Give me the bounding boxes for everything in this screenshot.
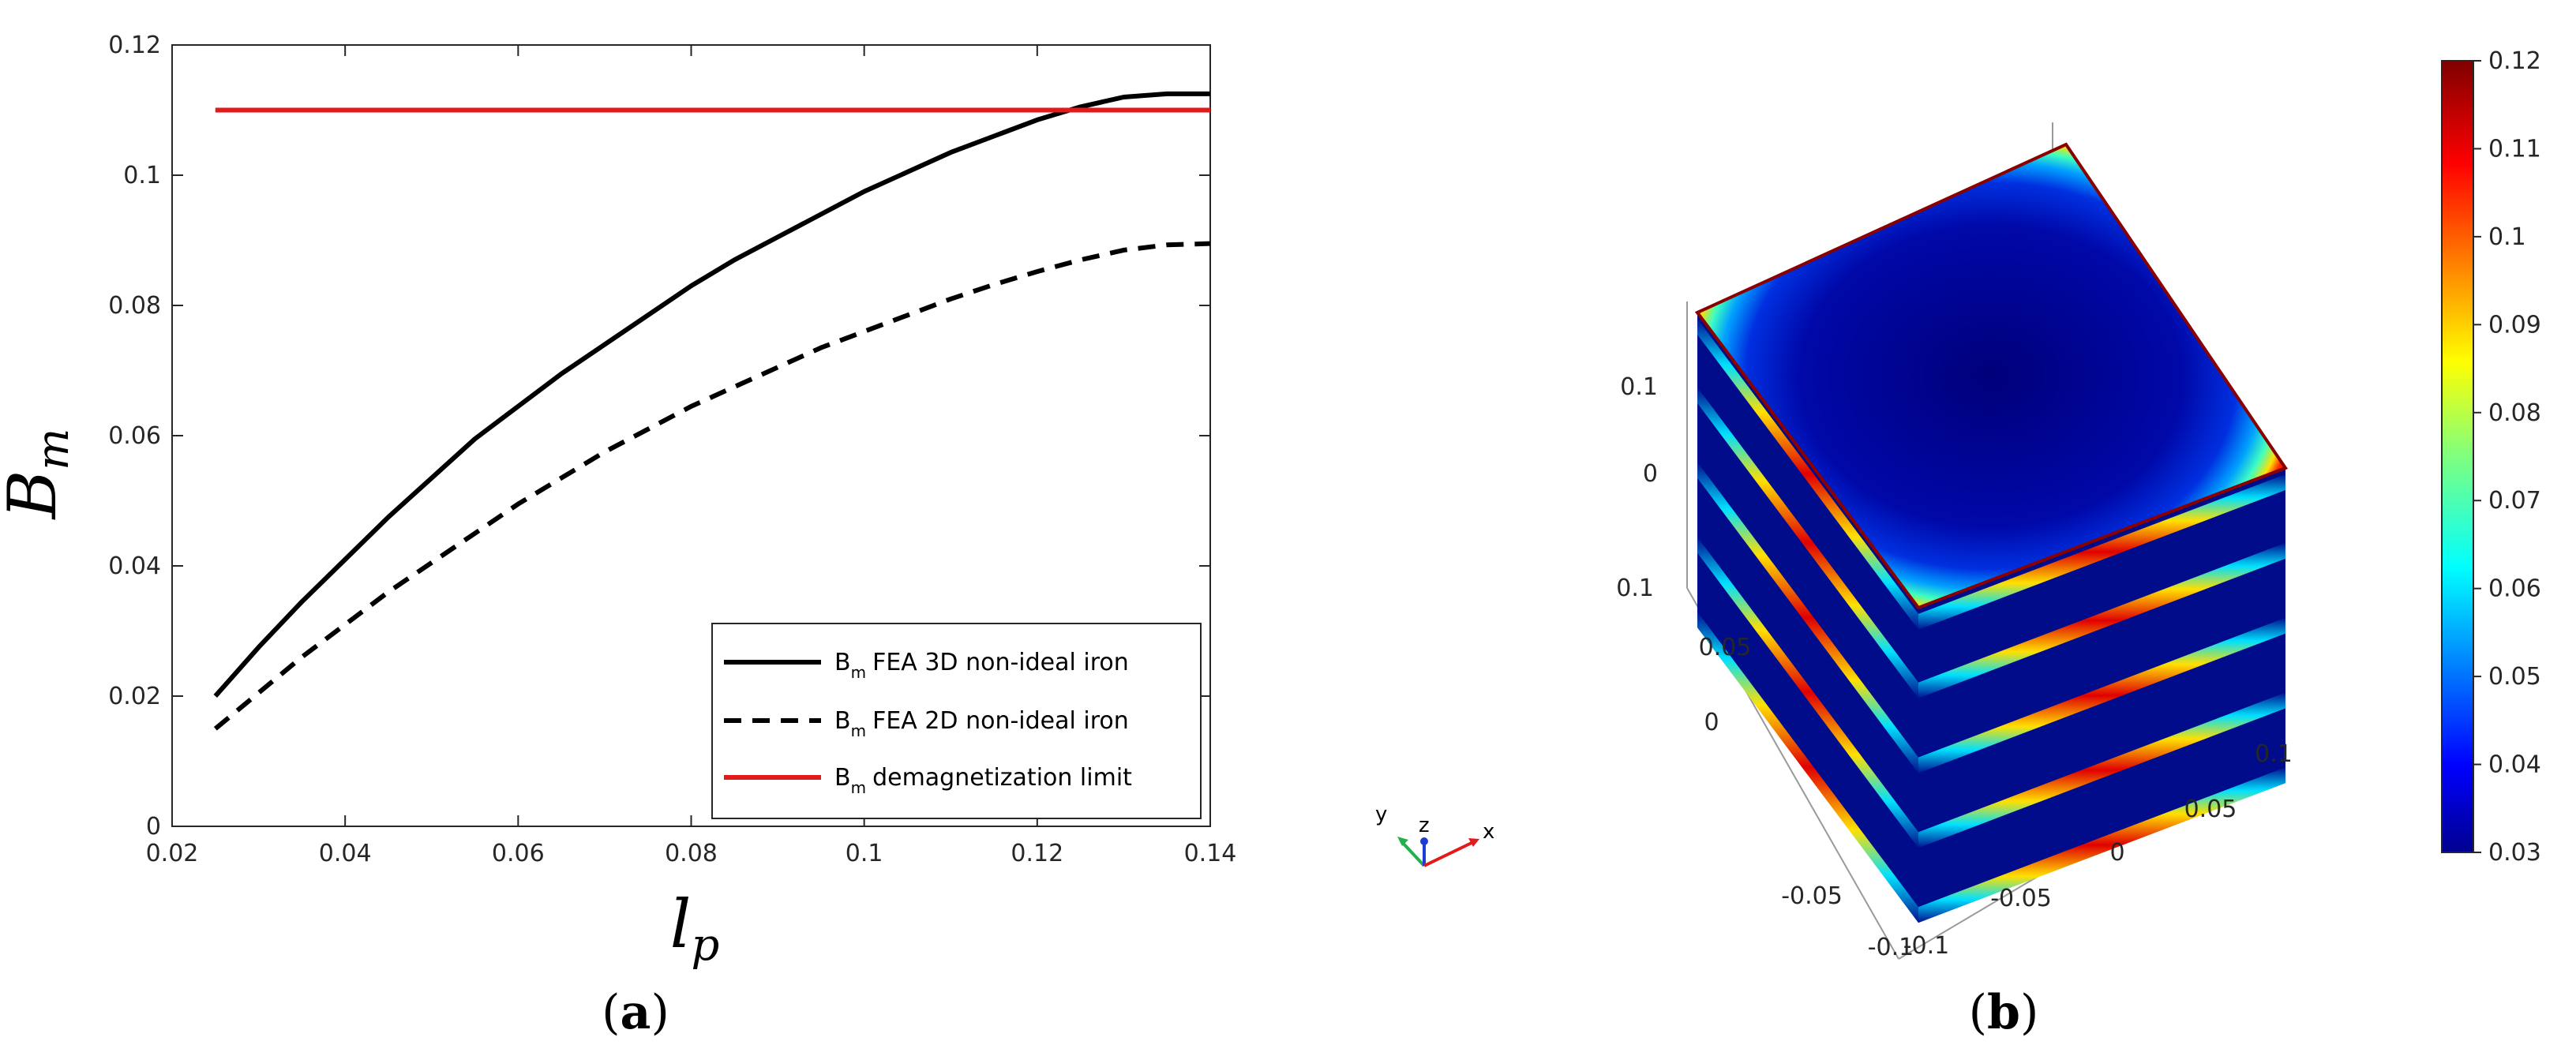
left-stripe (1697, 462, 1918, 773)
colorbar-tick-label: 0.1 (2488, 223, 2526, 251)
y-tick-label-3d: -0.05 (1781, 882, 1843, 910)
cube-left-face (1697, 313, 1918, 923)
caption-a: (a) (602, 985, 669, 1040)
x-tick-label: 0.06 (492, 840, 545, 867)
legend-item: Bm demagnetization limit (724, 764, 1132, 797)
triad-x-arrowhead (1468, 838, 1479, 847)
y-tick-label: 0 (146, 813, 161, 841)
right-face-stripes (1918, 474, 2285, 923)
y-tick-label-3d: 0.05 (1699, 634, 1752, 661)
z-tick-label: 0.1 (1620, 373, 1658, 401)
z-axis-ticks: 0.1 0 0.1 (1616, 373, 1658, 602)
legend-item: Bm FEA 3D non-ideal iron (724, 649, 1129, 682)
left-stripe (1697, 612, 1918, 923)
colorbar-tick-label: 0.12 (2488, 47, 2541, 75)
x-tick-label-3d: -0.1 (1903, 932, 1950, 960)
x-tick-label: 0.08 (665, 840, 718, 867)
left-face-stripes (1697, 318, 1918, 923)
left-stripe (1697, 318, 1918, 630)
x-tick-label-3d: 0 (2109, 839, 2124, 867)
y-tick-label-3d: 0 (1704, 709, 1719, 736)
right-stripe (1918, 617, 2285, 773)
y-tick-label: 0.02 (108, 683, 161, 710)
legend: Bm FEA 3D non-ideal iron Bm FEA 2D non-ide… (711, 623, 1202, 819)
legend-label-limit: Bm demagnetization limit (834, 764, 1132, 797)
x-tick-label: 0.14 (1184, 840, 1237, 867)
triad-x-arrow (1423, 841, 1474, 867)
legend-label-2d: Bm FEA 2D non-ideal iron (834, 707, 1129, 740)
y-axis-ticks-3d: 0.05 0 -0.05 -0.1 (1699, 634, 1914, 961)
right-stripe (1918, 474, 2285, 630)
chart-b: 0.1 0 0.1 0.1 0.05 0 -0.05 -0.1 0.05 0 -0.05 -0.1… (1616, 47, 2541, 1040)
cube-right-face (1918, 468, 2285, 923)
triad-z-dot (1420, 837, 1428, 845)
triad-y-arrow (1400, 840, 1426, 867)
legend-item: Bm FEA 2D non-ideal iron (724, 707, 1129, 740)
y-tick-label: 0.08 (108, 292, 161, 320)
x-tick-label-3d: 0.1 (2255, 740, 2293, 768)
triad-y-label: y (1375, 803, 1387, 826)
colorbar-tick-label: 0.04 (2488, 751, 2541, 779)
colorbar (2441, 60, 2474, 853)
y-axis-label: Bm (0, 429, 79, 521)
series-lines (213, 91, 1211, 731)
series-line-0 (213, 91, 1210, 698)
series-line-1 (213, 241, 1211, 731)
colorbar-ticks: 0.03 0.04 0.05 0.06 0.07 0.08 0.09 0.1 0.11 0.12 (2473, 47, 2541, 867)
colorbar-tick-label: 0.06 (2488, 575, 2541, 603)
x-tick-label: 0.1 (846, 840, 883, 867)
x-axis-label: lp (670, 886, 720, 971)
caption-b: (b) (1969, 985, 2039, 1040)
x-tick-label: 0.02 (146, 840, 199, 867)
axis-triad: y z x (1375, 803, 1494, 867)
x-tick-label-3d: 0.05 (2184, 796, 2237, 823)
right-stripe (1918, 692, 2285, 848)
triad-y-arrowhead (1397, 837, 1408, 846)
y-tick-label-3d: -0.1 (1868, 934, 1914, 961)
y-tick-label: 0.1 (123, 162, 161, 189)
chart-a: 00.020.040.060.080.10.12 0.02 0.04 0.06 0.0… (0, 32, 1236, 1040)
colorbar-tick-label: 0.08 (2488, 399, 2541, 427)
x-axis-ticks-3d: 0.1 0.05 0 -0.05 -0.1 (1903, 740, 2293, 960)
y-tick-label: 0.04 (108, 552, 161, 580)
colorbar-tick-label: 0.09 (2488, 311, 2541, 339)
x-tick-label: 0.04 (319, 840, 372, 867)
x-tick-label: 0.12 (1011, 840, 1063, 867)
triad-z-label: z (1419, 814, 1430, 837)
left-stripe (1697, 387, 1918, 698)
z-tick-label: 0.1 (1616, 575, 1654, 602)
colorbar-tick-label: 0.03 (2488, 839, 2541, 867)
y-tick-label: 0.12 (108, 32, 161, 59)
z-tick-label: 0 (1643, 460, 1658, 488)
y-tick-label: 0.06 (108, 422, 161, 450)
right-stripe (1918, 542, 2285, 698)
colorbar-tick-label: 0.11 (2488, 135, 2541, 163)
left-stripe (1697, 537, 1918, 848)
colorbar-tick-label: 0.07 (2488, 487, 2541, 515)
colorbar-tick-label: 0.05 (2488, 663, 2541, 691)
cube-top-face (1694, 142, 2289, 610)
right-stripe (1918, 767, 2285, 923)
triad-x-label: x (1483, 820, 1494, 844)
x-axis-ticks: 0.02 0.04 0.06 0.08 0.1 0.12 0.14 (146, 45, 1237, 867)
x-tick-label-3d: -0.05 (1990, 885, 2052, 912)
legend-label-3d: Bm FEA 3D non-ideal iron (834, 649, 1129, 682)
y-axis-ticks: 0 0.02 0.04 0.06 0.08 0.1 0.12 (108, 32, 1210, 841)
